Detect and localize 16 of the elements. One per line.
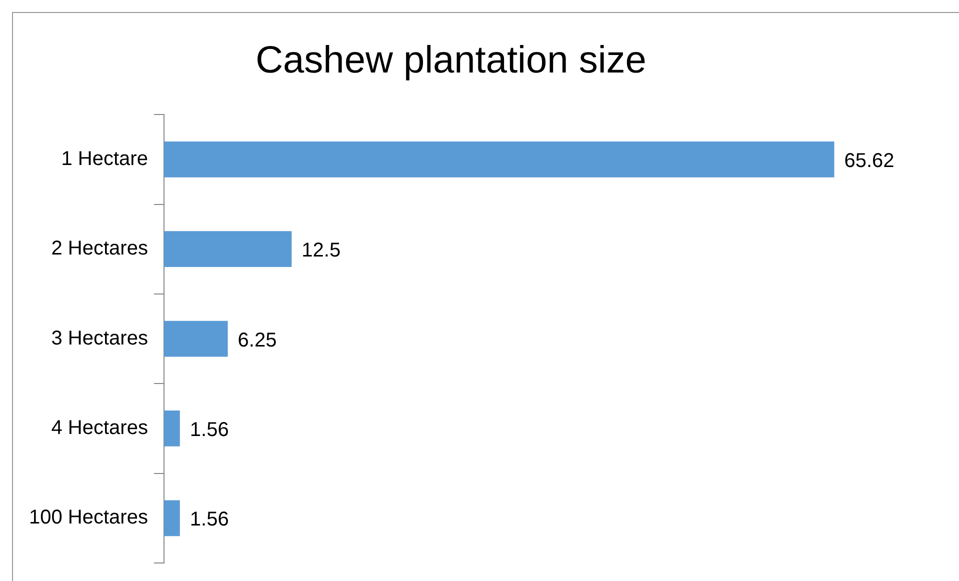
y-tick-label: 4 Hectares bbox=[51, 416, 148, 439]
data-label: 6.25 bbox=[238, 329, 277, 352]
bar bbox=[164, 142, 834, 178]
y-tick-label: 2 Hectares bbox=[51, 238, 148, 260]
bar bbox=[164, 500, 180, 536]
data-label: 1.56 bbox=[190, 508, 229, 531]
y-tick-label: 3 Hectares bbox=[51, 327, 148, 350]
data-label: 65.62 bbox=[844, 150, 894, 172]
y-tick-label: 100 Hectares bbox=[28, 506, 148, 529]
bar bbox=[164, 410, 180, 446]
bar bbox=[164, 231, 292, 268]
y-tick-label: 1 Hectare bbox=[61, 148, 148, 170]
data-label: 1.56 bbox=[190, 418, 229, 441]
bar bbox=[164, 320, 228, 357]
data-label: 12.5 bbox=[302, 240, 341, 262]
chart-title: Cashew plantation size bbox=[256, 39, 646, 82]
